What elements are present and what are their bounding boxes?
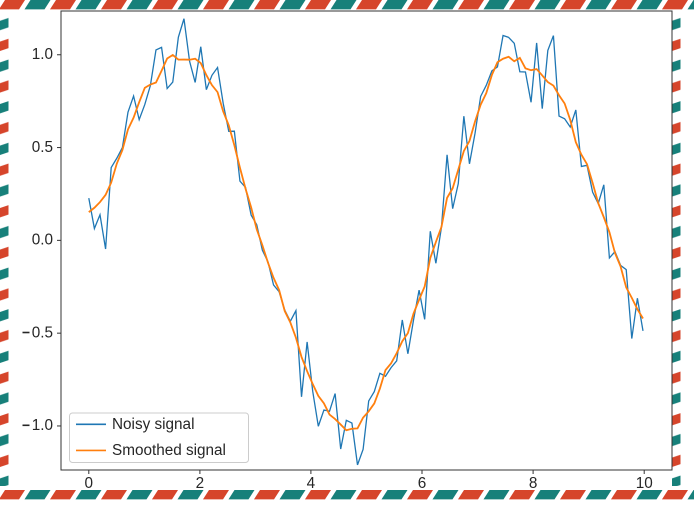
svg-text:8: 8 bbox=[529, 475, 538, 492]
svg-text:0.0: 0.0 bbox=[32, 232, 53, 249]
svg-text:1.0: 1.0 bbox=[32, 46, 53, 63]
svg-text:4: 4 bbox=[307, 475, 316, 492]
svg-text:2: 2 bbox=[196, 475, 205, 492]
svg-text:0.5: 0.5 bbox=[32, 139, 53, 156]
svg-text:0.5: 0.5 bbox=[32, 324, 53, 341]
svg-text:10: 10 bbox=[636, 475, 653, 492]
svg-text:0: 0 bbox=[85, 475, 94, 492]
svg-text:1.0: 1.0 bbox=[32, 417, 53, 434]
svg-text:6: 6 bbox=[418, 475, 427, 492]
svg-text:Noisy signal: Noisy signal bbox=[112, 416, 194, 433]
svg-text:Smoothed signal: Smoothed signal bbox=[112, 442, 226, 459]
